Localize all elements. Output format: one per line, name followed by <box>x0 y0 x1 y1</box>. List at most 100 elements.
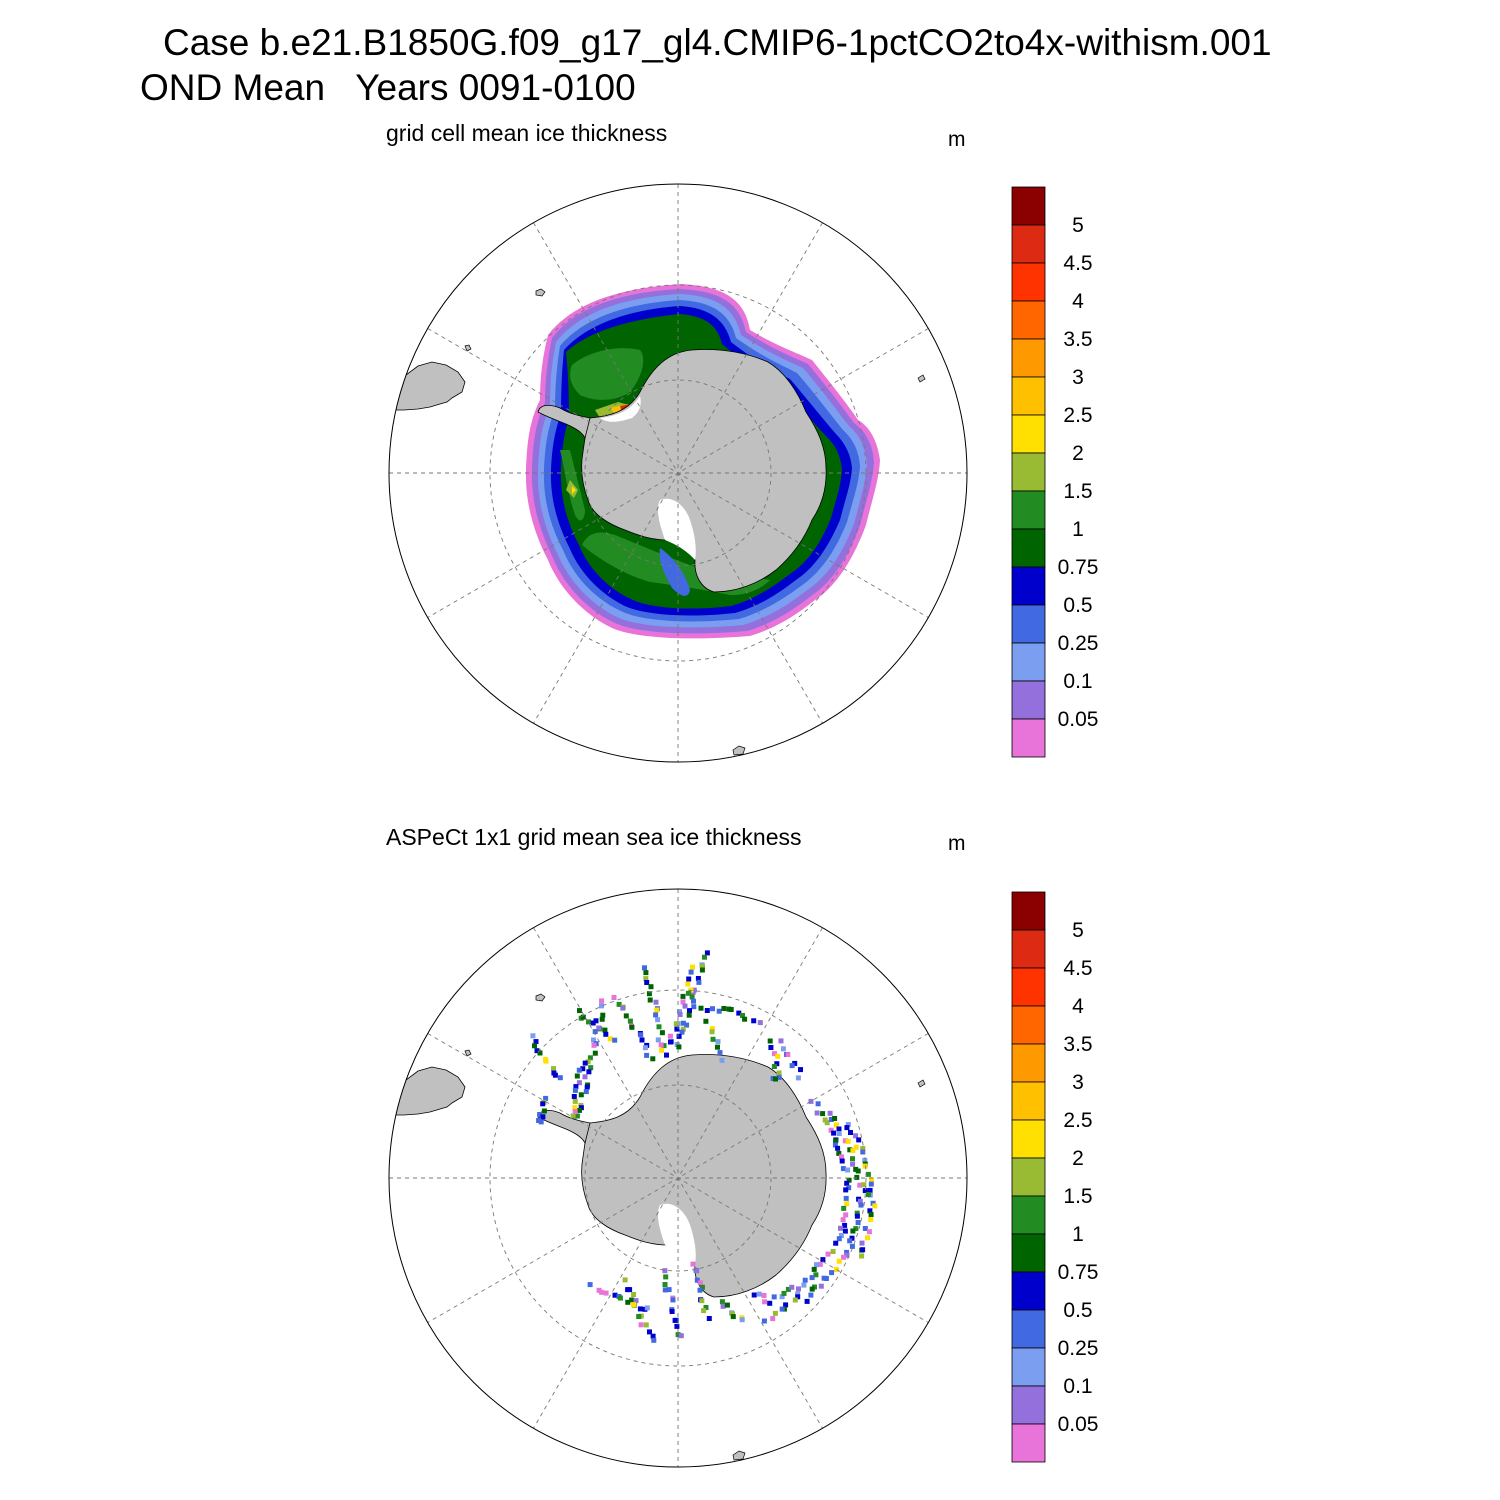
observation-cell <box>855 1220 861 1225</box>
observation-cell <box>811 1266 817 1272</box>
observation-cell <box>836 1258 842 1264</box>
colorbar-swatch <box>1011 929 1046 969</box>
observation-cell <box>699 1298 705 1304</box>
observation-cell <box>789 1284 795 1290</box>
observation-cell <box>694 1277 700 1283</box>
observation-cell <box>642 965 647 971</box>
observation-cell <box>638 1322 644 1328</box>
observation-cell <box>709 1029 715 1035</box>
observation-cell <box>697 1280 703 1286</box>
observation-cell <box>841 1205 847 1211</box>
observation-cell <box>841 1254 847 1260</box>
observation-cell <box>818 1283 824 1289</box>
observation-cell <box>590 1020 596 1026</box>
observation-cell <box>700 963 705 969</box>
observation-cell <box>703 1018 709 1024</box>
observation-cell <box>849 1243 855 1249</box>
observation-cell <box>582 1074 588 1080</box>
observation-cell <box>576 1107 582 1113</box>
observation-cell <box>767 1038 773 1044</box>
latitude-circle-60S <box>489 284 867 662</box>
colorbar-swatch <box>1011 1157 1046 1197</box>
ross-ice-shelf <box>657 1203 696 1265</box>
observation-cell <box>850 1161 856 1167</box>
observation-cell <box>721 1006 727 1011</box>
colorbar-tick-label: 0.75 <box>1058 556 1099 579</box>
observation-cell <box>603 1290 609 1296</box>
observation-cell <box>576 1067 582 1073</box>
observation-cell <box>654 1007 660 1013</box>
observation-cell <box>846 1177 852 1183</box>
observation-cell <box>574 1073 580 1079</box>
ice-band-0.25-0.5-ross <box>659 548 690 596</box>
observation-cell <box>845 1167 851 1173</box>
observation-cell <box>690 964 695 970</box>
observation-cell <box>828 1117 834 1122</box>
colorbar-tick-label: 4 <box>1072 290 1084 313</box>
observation-cell <box>859 1240 865 1246</box>
observation-cell <box>611 995 617 1000</box>
observation-cell <box>756 1291 762 1297</box>
observation-cell <box>830 1249 836 1254</box>
observation-cell <box>631 1302 636 1308</box>
observation-cell <box>672 1317 678 1323</box>
colorbar-tick-label: 0.5 <box>1063 594 1092 617</box>
colorbar-tick-label: 1 <box>1072 518 1084 541</box>
panel2-units: m <box>948 832 966 855</box>
latitude-circle-60S <box>489 989 867 1367</box>
observation-cell <box>858 1202 864 1208</box>
colorbar-tick-label: 3.5 <box>1063 1033 1092 1056</box>
ross-ice-shelf <box>657 498 696 560</box>
observation-cell <box>842 1138 848 1144</box>
observation-cell <box>643 1322 649 1328</box>
observation-cell <box>840 1166 846 1172</box>
panel2-observation-tracks <box>530 950 878 1343</box>
colorbar-tick-label: 2.5 <box>1063 404 1092 427</box>
observation-cell <box>699 967 705 973</box>
colorbar-swatch <box>1011 186 1046 226</box>
observation-cell <box>599 1289 605 1295</box>
observation-cell <box>842 1222 848 1228</box>
observation-cell <box>729 1311 735 1317</box>
observation-cell <box>572 1098 578 1104</box>
colorbar-swatch <box>1011 967 1046 1007</box>
figure-title-case: Case b.e21.B1850G.f09_g17_gl4.CMIP6-1pct… <box>163 22 1272 63</box>
observation-cell <box>696 979 702 985</box>
observation-cell <box>772 1310 778 1316</box>
observation-cell <box>850 1148 856 1154</box>
observation-cell <box>860 1149 866 1155</box>
observation-cell <box>859 1253 865 1259</box>
observation-cell <box>843 1187 849 1193</box>
observation-cell <box>664 1052 669 1058</box>
observation-cell <box>847 1238 853 1244</box>
colorbar-tick-label: 3 <box>1072 366 1084 389</box>
observation-cell <box>661 1043 667 1049</box>
observation-cell <box>853 1133 859 1139</box>
observation-cell <box>680 1020 686 1026</box>
colorbar-swatch <box>1011 1195 1046 1235</box>
observation-cell <box>843 1195 849 1201</box>
observation-cell <box>751 1292 757 1298</box>
observation-cell <box>844 1252 850 1258</box>
observation-cell <box>838 1233 844 1238</box>
observation-cell <box>835 1145 841 1151</box>
colorbar-tick-label: 0.5 <box>1063 1299 1092 1322</box>
observation-cell <box>832 1116 838 1121</box>
panel2-island <box>464 1049 472 1057</box>
observation-cell <box>572 1109 578 1115</box>
colorbar-tick-label: 0.05 <box>1058 708 1099 731</box>
antarctic-peninsula <box>537 404 591 440</box>
observation-cell <box>853 1226 859 1232</box>
panel1-colorbar: 5 4.5 4 3.5 3 2.5 2 1.5 1 0.75 0.5 0.25 0.1 0.05 <box>1011 186 1099 758</box>
observation-cell <box>815 1101 821 1107</box>
colorbar-swatch <box>1011 1271 1046 1311</box>
panel2-map <box>388 888 968 1468</box>
observation-cell <box>677 1009 682 1015</box>
colorbar-swatch <box>1011 224 1046 264</box>
observation-cell <box>533 1039 539 1045</box>
observation-cell <box>599 1016 605 1022</box>
observation-cell <box>682 1003 688 1009</box>
observation-cell <box>543 1057 548 1062</box>
observation-cell <box>808 1292 814 1298</box>
observation-cell <box>600 1012 606 1018</box>
